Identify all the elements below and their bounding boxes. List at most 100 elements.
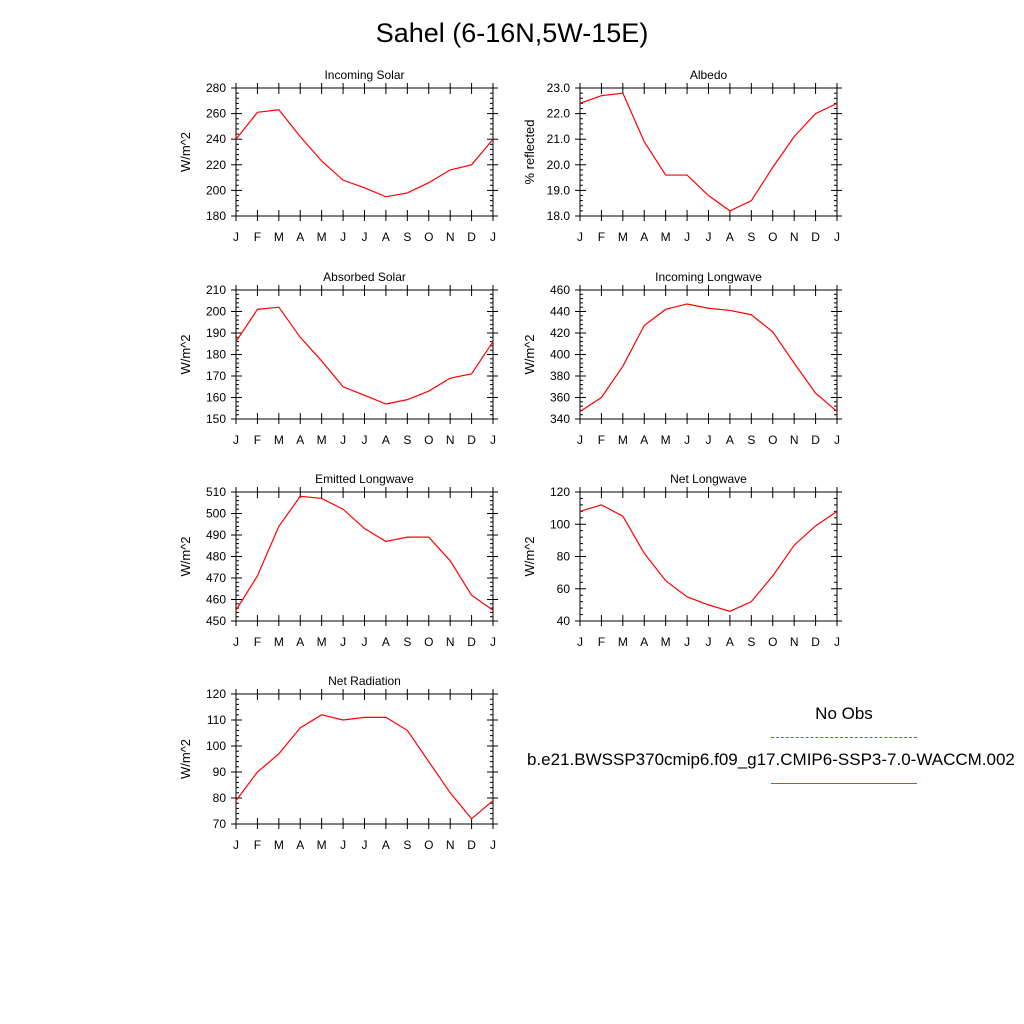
series-line [235,714,494,820]
y-tick-label: 160 [206,391,226,405]
chart-title: Net Radiation [328,674,401,688]
chart-title: Net Longwave [670,472,747,486]
legend-obs-line [771,737,917,738]
y-tick-label: 500 [206,507,226,521]
x-tick-label: D [811,433,820,447]
y-tick-label: 80 [213,791,227,805]
x-tick-label: O [768,635,777,649]
series-line [579,504,838,612]
y-tick-label: 480 [206,550,226,564]
y-tick-label: 380 [550,369,570,383]
y-tick-label: 190 [206,326,226,340]
x-tick-label: J [233,635,239,649]
x-tick-label: A [296,635,304,649]
plot-frame [579,87,838,217]
x-tick-label: J [577,635,583,649]
x-tick-label: J [490,433,496,447]
x-tick-label: J [233,838,239,852]
chart-title: Emitted Longwave [315,472,414,486]
legend-model-line [771,783,917,784]
x-tick-label: J [340,635,346,649]
series-line [579,92,838,212]
y-axis-label: W/m^2 [522,334,537,374]
x-tick-label: J [684,635,690,649]
y-tick-label: 240 [206,132,226,146]
x-tick-label: A [726,230,734,244]
plot-frame [579,289,838,420]
x-tick-label: A [382,230,390,244]
y-tick-label: 460 [206,593,226,607]
x-tick-label: D [467,230,476,244]
x-tick-label: A [296,838,304,852]
y-tick-label: 400 [550,348,570,362]
y-tick-label: 60 [557,582,571,596]
y-tick-label: 70 [213,817,227,831]
x-tick-label: M [661,635,671,649]
x-tick-label: N [446,635,455,649]
x-tick-label: D [467,433,476,447]
plot-frame [579,491,838,622]
plot-frame [235,289,494,420]
x-tick-label: O [768,433,777,447]
y-tick-label: 120 [550,485,570,499]
y-tick-label: 23.0 [547,81,571,95]
x-tick-label: A [726,433,734,447]
y-tick-label: 280 [206,81,226,95]
x-tick-label: J [233,433,239,447]
y-tick-label: 18.0 [547,209,571,223]
series-line [235,306,494,405]
y-tick-label: 450 [206,614,226,628]
x-tick-label: F [254,433,261,447]
x-tick-label: N [790,635,799,649]
plot-frame [235,87,494,217]
x-tick-label: S [403,838,411,852]
x-tick-label: O [424,433,433,447]
x-tick-label: J [577,433,583,447]
y-tick-label: 510 [206,485,226,499]
y-tick-label: 210 [206,283,226,297]
y-tick-label: 220 [206,158,226,172]
x-tick-label: J [577,230,583,244]
x-tick-label: M [317,838,327,852]
x-tick-label: J [233,230,239,244]
y-tick-label: 150 [206,412,226,426]
x-tick-label: J [834,433,840,447]
y-tick-label: 490 [206,528,226,542]
x-tick-label: A [296,433,304,447]
x-tick-label: J [706,230,712,244]
x-tick-label: J [362,838,368,852]
x-tick-label: S [747,635,755,649]
x-tick-label: S [403,635,411,649]
y-tick-label: 90 [213,765,227,779]
x-tick-label: M [661,230,671,244]
x-tick-label: A [382,433,390,447]
x-tick-label: J [834,635,840,649]
series-line [235,109,494,198]
x-tick-label: J [490,635,496,649]
y-tick-label: 22.0 [547,107,571,121]
y-tick-label: 100 [206,739,226,753]
x-tick-label: D [811,230,820,244]
x-tick-label: F [598,433,605,447]
x-tick-label: N [446,838,455,852]
x-tick-label: J [684,230,690,244]
y-tick-label: 19.0 [547,183,571,197]
x-tick-label: J [490,838,496,852]
x-tick-label: N [446,230,455,244]
x-tick-label: O [424,635,433,649]
y-axis-label: W/m^2 [178,536,193,576]
x-tick-label: A [382,838,390,852]
x-tick-label: M [317,433,327,447]
x-tick-label: N [790,230,799,244]
x-tick-label: F [254,838,261,852]
plot-frame [235,491,494,622]
chart-title: Albedo [690,68,728,82]
x-tick-label: J [362,230,368,244]
y-tick-label: 80 [557,550,571,564]
